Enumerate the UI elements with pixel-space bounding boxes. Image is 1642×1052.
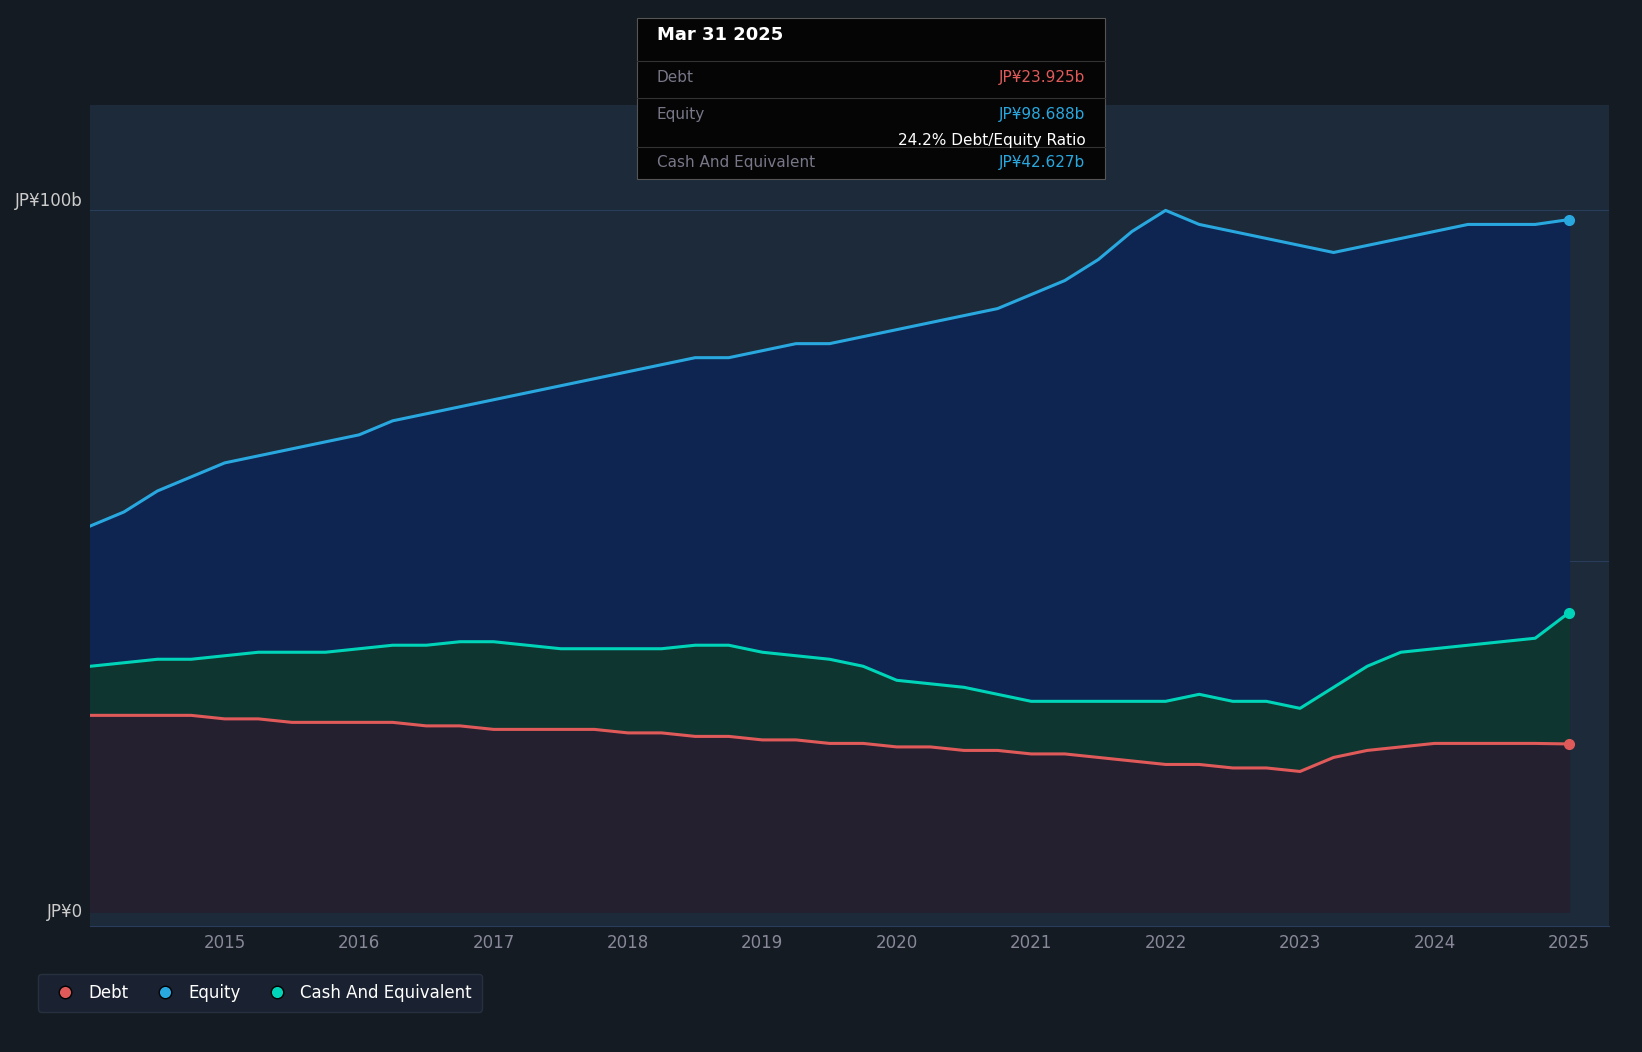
Text: JP¥100b: JP¥100b [15, 193, 82, 210]
Legend: Debt, Equity, Cash And Equivalent: Debt, Equity, Cash And Equivalent [38, 974, 483, 1012]
Text: Mar 31 2025: Mar 31 2025 [657, 26, 783, 44]
Text: JP¥42.627b: JP¥42.627b [998, 155, 1085, 170]
Text: JP¥98.688b: JP¥98.688b [998, 107, 1085, 122]
Text: JP¥0: JP¥0 [46, 903, 82, 920]
Text: Cash And Equivalent: Cash And Equivalent [657, 155, 814, 170]
Text: JP¥23.925b: JP¥23.925b [998, 69, 1085, 85]
Text: 24.2% Debt/Equity Ratio: 24.2% Debt/Equity Ratio [898, 134, 1085, 148]
Text: Equity: Equity [657, 107, 704, 122]
Text: Debt: Debt [657, 69, 695, 85]
